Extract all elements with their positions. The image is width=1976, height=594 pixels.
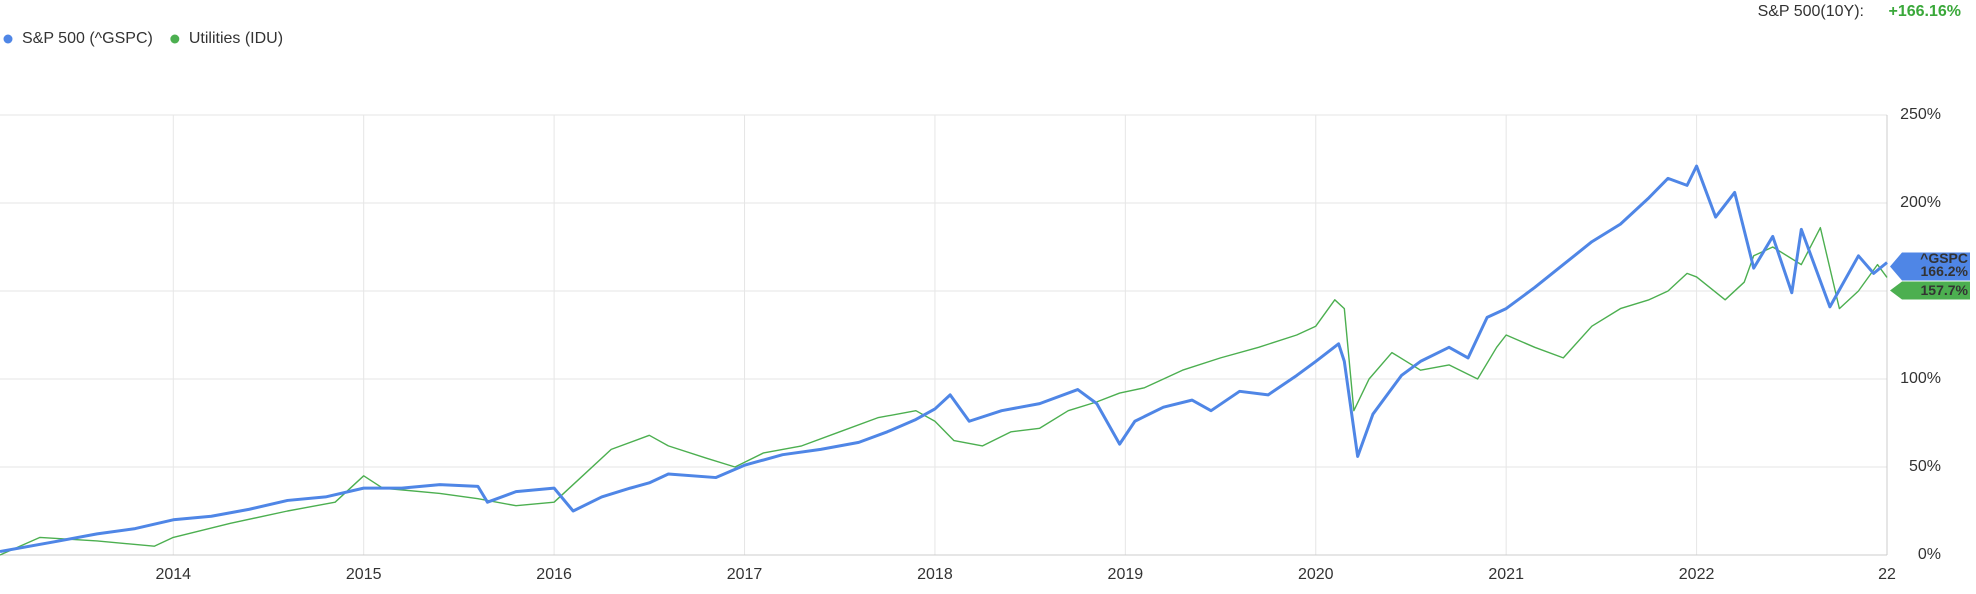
x-tick-label: 22 [1878,566,1896,583]
x-tick-label: 2015 [346,566,382,583]
end-tag-value: 166.2% [1921,263,1969,279]
x-tick-label: 2018 [917,566,953,583]
x-tick-label: 2017 [727,566,763,583]
end-tag-value: 157.7% [1921,282,1969,298]
y-tick-label: 0% [1918,546,1941,563]
y-tick-label: 200% [1900,194,1941,211]
legend-label: S&P 500 (^GSPC) [22,30,153,47]
x-tick-label: 2022 [1679,566,1715,583]
series-line [0,164,1888,553]
series-line [0,226,1888,556]
y-tick-label: 50% [1909,458,1941,475]
x-tick-label: 2014 [155,566,191,583]
legend-label: Utilities (IDU) [189,30,283,47]
y-tick-label: 100% [1900,370,1941,387]
legend-marker [3,34,13,44]
x-tick-label: 2021 [1488,566,1524,583]
legend-marker [170,34,180,44]
x-tick-label: 2019 [1108,566,1144,583]
end-tag [1890,281,1970,300]
x-tick-label: 2016 [536,566,572,583]
y-tick-label: 250% [1900,106,1941,123]
x-tick-label: 2020 [1298,566,1334,583]
end-tag-name: ^GSPC [1920,250,1968,266]
header-value: +166.16% [1888,3,1961,20]
end-tag [1890,252,1970,281]
header-label: S&P 500(10Y): [1758,3,1864,20]
